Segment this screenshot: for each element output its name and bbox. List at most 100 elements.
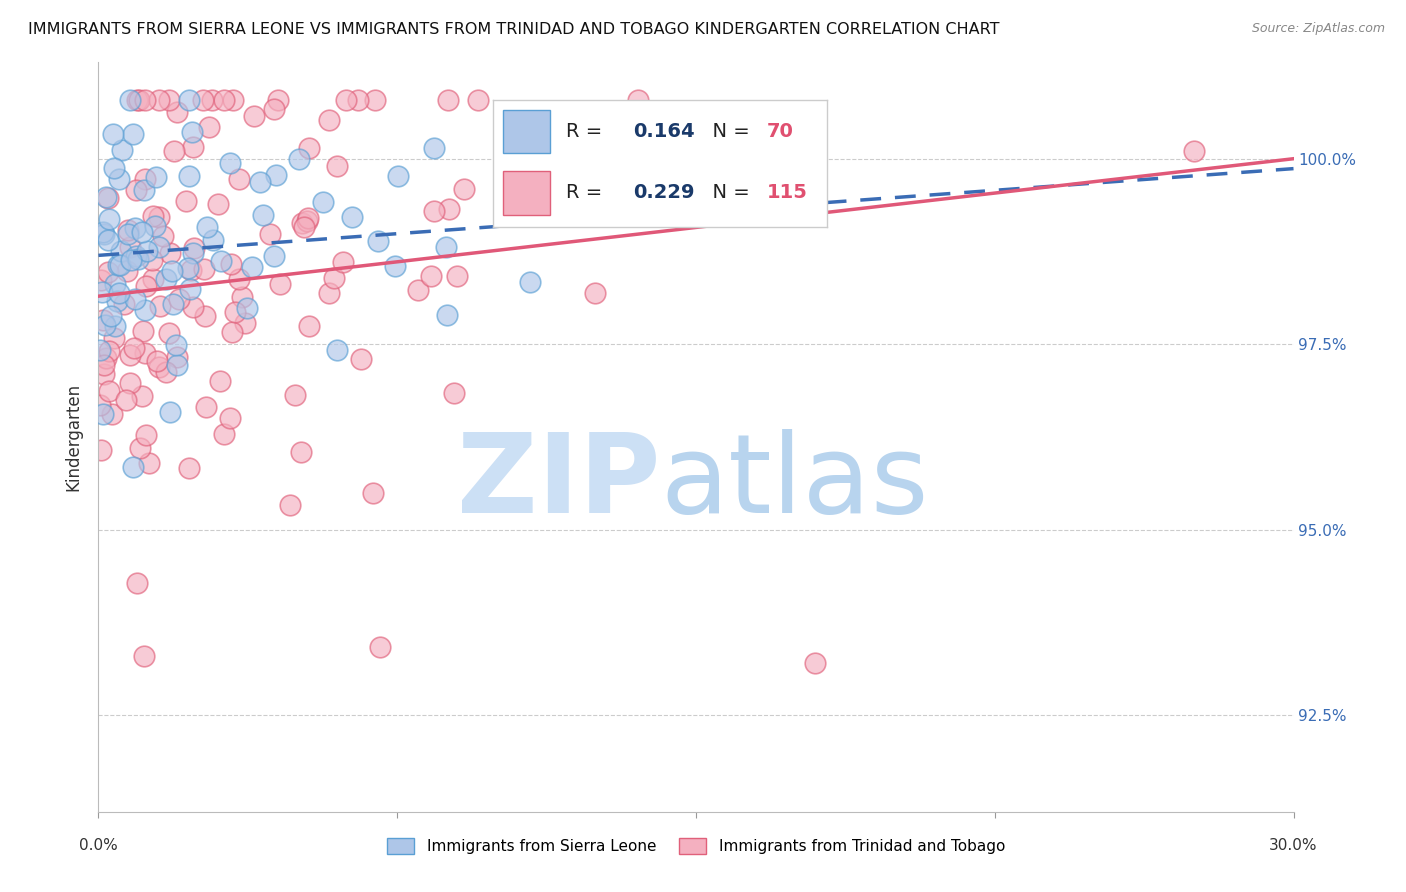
Point xyxy=(125,575,148,590)
Point xyxy=(679,136,702,151)
Point xyxy=(243,110,266,124)
Point xyxy=(298,140,321,154)
Point xyxy=(519,275,541,289)
Point xyxy=(142,209,165,223)
Point xyxy=(295,214,318,228)
Point xyxy=(145,169,167,184)
Point xyxy=(131,389,153,403)
Point xyxy=(89,398,111,412)
Point xyxy=(236,301,259,315)
Point xyxy=(103,331,125,345)
Point xyxy=(191,93,214,107)
Point xyxy=(368,640,391,654)
Point xyxy=(138,457,160,471)
Point xyxy=(437,202,460,216)
Point xyxy=(266,168,288,182)
Text: IMMIGRANTS FROM SIERRA LEONE VS IMMIGRANTS FROM TRINIDAD AND TOBAGO KINDERGARTEN: IMMIGRANTS FROM SIERRA LEONE VS IMMIGRAN… xyxy=(28,22,1000,37)
Point xyxy=(423,204,446,219)
Point xyxy=(287,152,309,166)
Point xyxy=(121,459,143,474)
Point xyxy=(207,196,229,211)
Point xyxy=(103,161,125,175)
Point xyxy=(259,227,281,242)
Point xyxy=(318,285,340,300)
Point xyxy=(157,326,180,340)
Point xyxy=(290,445,312,459)
Point xyxy=(180,125,202,139)
Point xyxy=(177,261,200,276)
Point xyxy=(148,360,170,375)
Point xyxy=(420,268,443,283)
Point xyxy=(364,93,387,107)
Point xyxy=(120,253,142,268)
Point xyxy=(104,319,127,334)
Point xyxy=(194,310,217,324)
Point xyxy=(141,252,163,267)
Point xyxy=(167,292,190,306)
Point xyxy=(361,486,384,500)
Point xyxy=(143,219,166,233)
Point xyxy=(195,401,218,415)
Point xyxy=(115,392,138,407)
Point xyxy=(91,408,114,422)
Point xyxy=(627,93,650,107)
Point xyxy=(135,427,157,442)
Point xyxy=(159,405,181,419)
Point xyxy=(117,227,139,241)
Point xyxy=(249,175,271,189)
Point xyxy=(443,385,465,400)
Point xyxy=(209,374,232,388)
Point xyxy=(266,93,288,107)
Point xyxy=(165,338,187,352)
Text: Source: ZipAtlas.com: Source: ZipAtlas.com xyxy=(1251,22,1385,36)
Point xyxy=(124,293,146,307)
Point xyxy=(323,270,346,285)
Legend: Immigrants from Sierra Leone, Immigrants from Trinidad and Tobago: Immigrants from Sierra Leone, Immigrants… xyxy=(381,832,1011,860)
Point xyxy=(89,343,111,357)
Point xyxy=(510,192,533,206)
Point xyxy=(135,279,157,293)
Point xyxy=(179,282,201,296)
Point xyxy=(263,102,285,116)
Point xyxy=(107,171,129,186)
Point xyxy=(387,169,409,184)
Point xyxy=(177,460,200,475)
Point xyxy=(297,211,319,225)
Point xyxy=(146,353,169,368)
Point xyxy=(155,365,177,379)
Point xyxy=(179,93,201,107)
Point xyxy=(446,269,468,284)
Point xyxy=(434,240,457,254)
Point xyxy=(104,277,127,291)
Point xyxy=(118,93,141,107)
Y-axis label: Kindergarten: Kindergarten xyxy=(65,383,83,491)
Point xyxy=(127,252,149,266)
Point xyxy=(134,346,156,360)
Point xyxy=(148,210,170,224)
Point xyxy=(155,272,177,286)
Point xyxy=(94,190,117,204)
Point xyxy=(97,343,120,358)
Point xyxy=(94,351,117,366)
Point xyxy=(97,384,120,398)
Point xyxy=(467,93,489,107)
Point xyxy=(224,305,246,319)
Point xyxy=(166,350,188,364)
Point xyxy=(159,246,181,260)
Point xyxy=(148,240,170,254)
Point xyxy=(298,319,321,334)
Point xyxy=(120,376,142,391)
Point xyxy=(325,159,347,173)
Point xyxy=(269,277,291,292)
Point xyxy=(212,426,235,441)
Point xyxy=(97,233,120,247)
Text: 30.0%: 30.0% xyxy=(1270,838,1317,853)
Point xyxy=(263,248,285,262)
Point xyxy=(124,221,146,235)
Point xyxy=(228,171,250,186)
Point xyxy=(291,216,314,230)
Point xyxy=(121,127,143,141)
Point xyxy=(202,233,225,247)
Point xyxy=(90,273,112,287)
Point xyxy=(131,225,153,239)
